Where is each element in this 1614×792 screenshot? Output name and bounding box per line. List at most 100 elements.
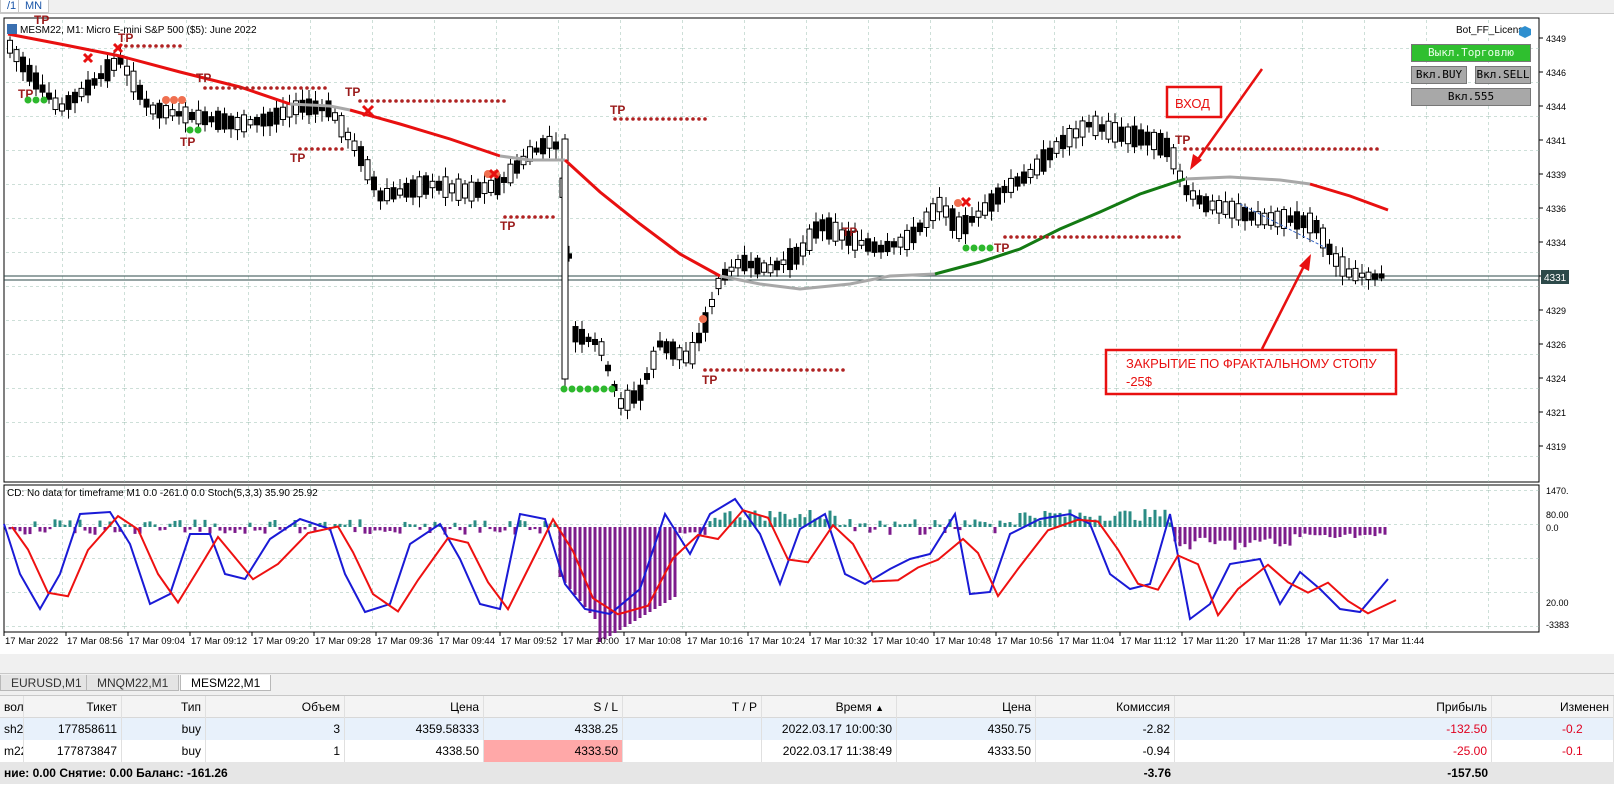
histogram-bar: [723, 512, 727, 527]
stop-trend-line: [1239, 203, 1327, 249]
col-ticket[interactable]: Тикет: [24, 696, 122, 718]
candle-body: [1333, 253, 1339, 267]
timeframe-button-mn[interactable]: MN: [18, 0, 50, 13]
indicator-axis-label: 1470.: [1546, 486, 1569, 496]
tp-dot: [124, 44, 128, 48]
candle-body: [1047, 147, 1053, 161]
histogram-bar: [178, 520, 182, 527]
candlesticks: [7, 36, 1385, 420]
col-symbol[interactable]: вол: [0, 696, 24, 718]
cell-sl[interactable]: 4333.50: [484, 740, 623, 762]
candle-body: [98, 73, 104, 80]
histogram-bar: [658, 527, 662, 606]
histogram-bar: [213, 523, 217, 527]
col-sl[interactable]: S / L: [484, 696, 623, 718]
histogram-bar: [883, 524, 887, 527]
col-commission[interactable]: Комиссия: [1036, 696, 1175, 718]
time-axis-label: 17 Mar 09:28: [315, 636, 371, 647]
histogram-bar: [1273, 527, 1277, 544]
col-profit[interactable]: Прибыль: [1175, 696, 1492, 718]
histogram-bar: [1303, 527, 1307, 534]
tp-dot: [1171, 235, 1175, 239]
histogram-bar: [693, 527, 697, 533]
candle-body: [228, 115, 234, 130]
candle-body: [449, 183, 455, 194]
candle-body: [904, 229, 910, 251]
cell-tp[interactable]: [623, 718, 762, 740]
candle-body: [871, 241, 878, 253]
histogram-bar: [1348, 527, 1352, 534]
candle-body: [215, 110, 221, 130]
col-current-price[interactable]: Цена: [897, 696, 1036, 718]
chart-window[interactable]: TP TP TP TP TP TP TP TP TP TP TP TP TP: [0, 13, 1614, 654]
tp-dot: [1009, 235, 1013, 239]
col-tp[interactable]: T / P: [623, 696, 762, 718]
histogram-bar: [963, 520, 967, 527]
candle-body: [1073, 128, 1079, 139]
histogram-bar: [273, 520, 277, 527]
tp-dot: [160, 44, 164, 48]
tp-dot: [685, 117, 689, 121]
histogram-bar: [623, 527, 627, 627]
histogram-bar: [588, 527, 592, 613]
tp-dot: [1093, 235, 1097, 239]
histogram-bar: [198, 527, 202, 532]
candle-body: [793, 246, 800, 265]
histogram-bar: [933, 520, 937, 527]
table-row[interactable]: sh22 177858611 buy 3 4359.58333 4338.25 …: [0, 718, 1614, 740]
enable-sell-button[interactable]: Вкл.SELL: [1475, 66, 1531, 84]
enable-555-button[interactable]: Вкл.555: [1411, 88, 1531, 106]
tp-dot: [334, 147, 338, 151]
candle-body: [33, 72, 39, 90]
histogram-bar: [1328, 527, 1332, 538]
time-axis-label: 17 Mar 10:56: [997, 636, 1053, 647]
histogram-bar: [923, 527, 927, 535]
tp-dot: [382, 99, 386, 103]
col-type[interactable]: Тип: [122, 696, 206, 718]
candle-body: [1099, 124, 1105, 132]
col-change[interactable]: Изменен: [1492, 696, 1614, 718]
tab-mesm22[interactable]: MESM22,M1: [180, 675, 272, 691]
candle-body: [962, 215, 969, 235]
candle-body: [416, 176, 423, 198]
time-axis-label: 17 Mar 10:32: [811, 636, 867, 647]
enable-buy-button[interactable]: Вкл.BUY: [1411, 66, 1467, 84]
col-volume[interactable]: Объем: [206, 696, 345, 718]
time-axis-label: 17 Mar 11:12: [1121, 636, 1176, 647]
histogram-bar: [238, 527, 242, 530]
candle-body: [1287, 215, 1294, 223]
exit-annotation-box: [1104, 348, 1398, 396]
tp-dot: [263, 86, 267, 90]
tp-dot: [539, 215, 543, 219]
histogram-bar: [558, 527, 562, 577]
tp-dot: [376, 99, 380, 103]
cell-tp[interactable]: [623, 740, 762, 762]
histogram-bar: [153, 524, 157, 527]
tab-eurusd[interactable]: EURUSD,M1: [0, 675, 93, 691]
candle-body: [1034, 158, 1040, 176]
histogram-bar: [553, 523, 557, 527]
col-time[interactable]: Время ▲: [762, 696, 897, 718]
tp-label: TP: [345, 85, 360, 99]
candle-body: [813, 221, 819, 239]
cell-symbol: sh22: [0, 718, 24, 740]
time-axis-label: 17 Mar 08:56: [67, 636, 123, 647]
tab-mnqm22[interactable]: MNQM22,M1: [86, 675, 180, 691]
histogram-bar: [418, 527, 422, 530]
cell-change: -0.2: [1492, 718, 1614, 740]
table-total-row: ние: 0.00 Снятие: 0.00 Баланс: -161.26 -…: [0, 762, 1614, 784]
histogram-bar: [158, 527, 162, 531]
histogram-bar: [188, 527, 192, 530]
candle-body: [754, 257, 761, 275]
toggle-trading-button[interactable]: Выкл.Торговлю: [1411, 44, 1531, 62]
histogram-bar: [1223, 527, 1227, 541]
tp-dot: [715, 368, 719, 372]
candle-body: [1365, 271, 1372, 281]
histogram-bar: [1093, 519, 1097, 527]
cell-sl[interactable]: 4338.25: [484, 718, 623, 740]
histogram-bar: [1068, 509, 1072, 527]
col-price[interactable]: Цена: [345, 696, 484, 718]
table-row[interactable]: m22 177873847 buy 1 4338.50 4333.50 2022…: [0, 740, 1614, 762]
tp-dot: [1291, 147, 1295, 151]
